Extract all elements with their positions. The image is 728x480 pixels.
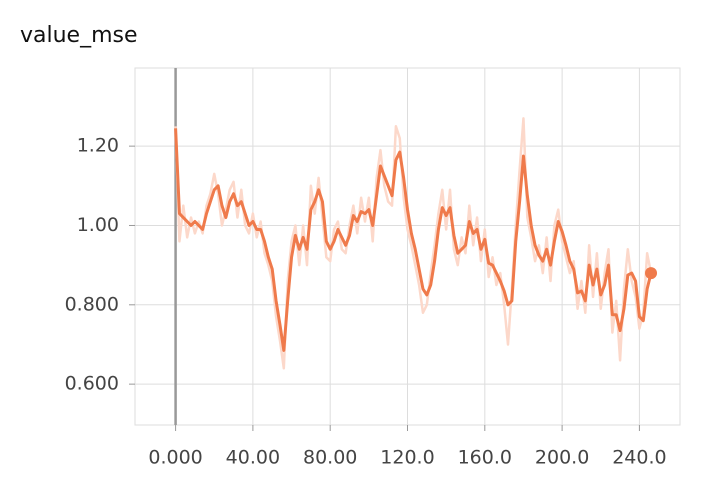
y-tick-label: 0.800: [65, 293, 119, 315]
last-point: [645, 267, 658, 280]
x-tick-label: 0.000: [148, 447, 202, 469]
x-tick-label: 120.0: [380, 447, 434, 469]
series-line: [174, 128, 653, 352]
x-tick-label: 200.0: [535, 447, 589, 469]
y-tick-label: 1.00: [77, 214, 119, 236]
y-tick-label: 0.600: [65, 373, 119, 395]
x-tick-label: 160.0: [458, 447, 512, 469]
y-tick-label: 1.20: [77, 135, 119, 157]
chart-title: value_mse: [20, 23, 138, 48]
x-tick-label: 240.0: [612, 447, 666, 469]
x-tick-label: 40.00: [226, 447, 280, 469]
x-tick-label: 80.00: [303, 447, 357, 469]
